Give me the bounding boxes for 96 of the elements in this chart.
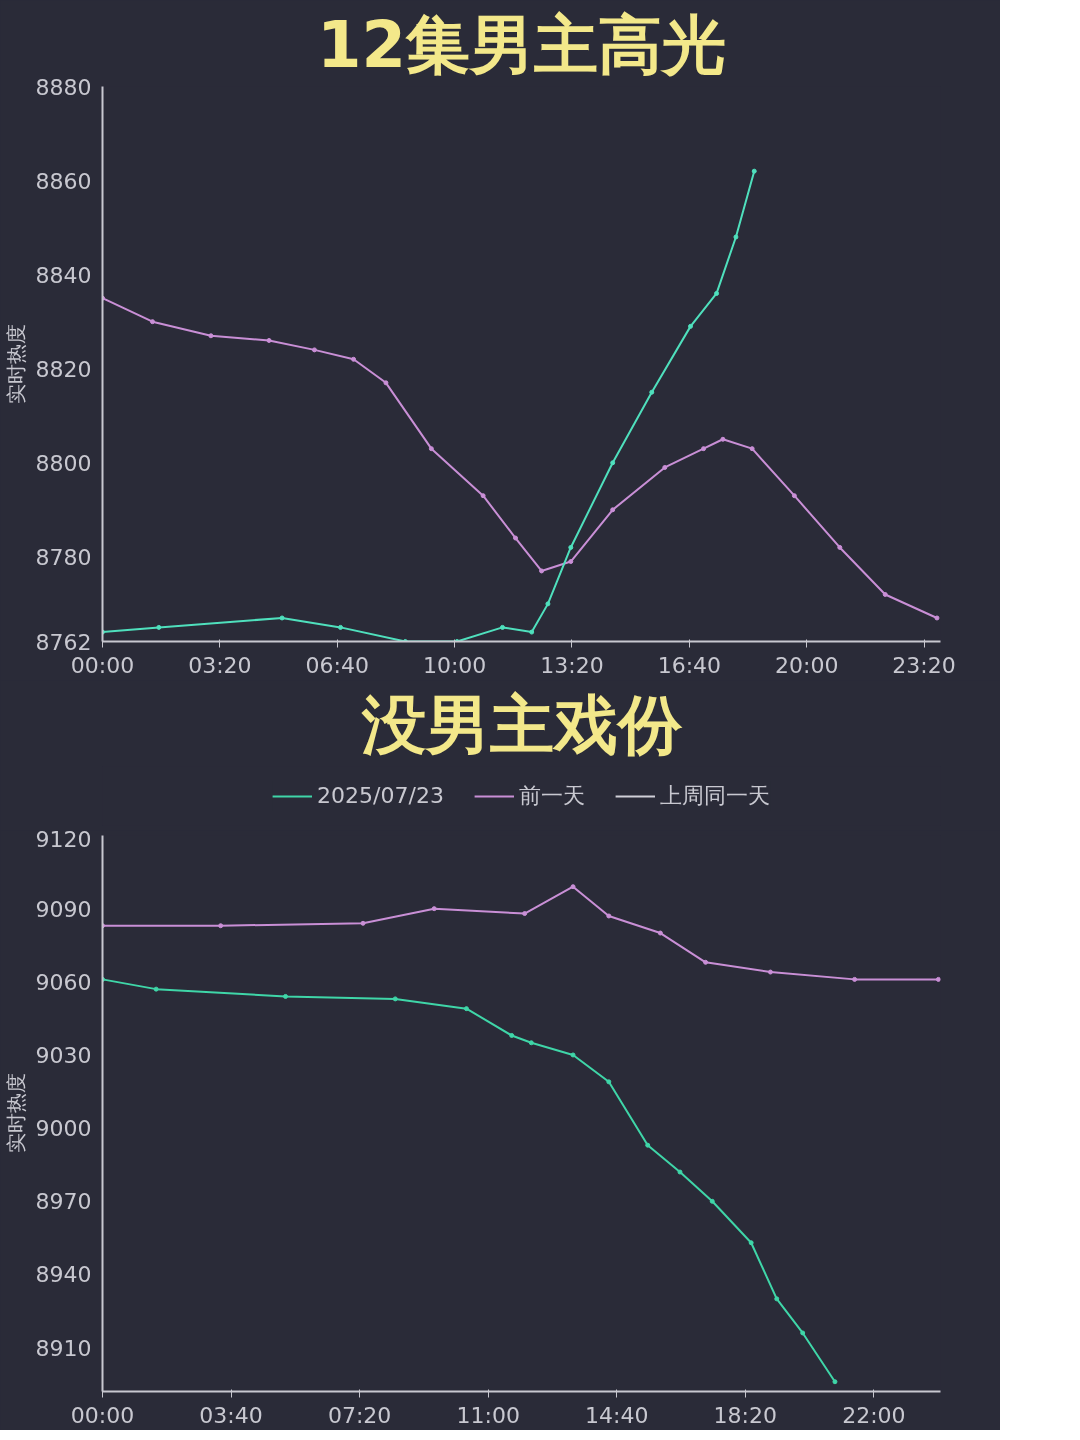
point	[150, 319, 155, 325]
point	[545, 601, 551, 607]
point	[568, 544, 574, 550]
point	[283, 993, 289, 999]
x-tick-label: 22:00	[842, 1402, 906, 1428]
legend-label: 前一天	[518, 781, 585, 810]
point	[279, 615, 285, 621]
point	[266, 337, 272, 343]
y-tick-label: 9060	[35, 969, 92, 995]
point	[360, 920, 366, 926]
point	[513, 535, 519, 541]
point	[733, 234, 739, 240]
y-tick-label: 8780	[35, 544, 92, 570]
point	[662, 464, 668, 470]
point	[338, 624, 344, 630]
x-tick-label: 11:00	[456, 1402, 520, 1428]
x-tick-label: 07:20	[327, 1402, 392, 1428]
x-tick-label: 03:40	[199, 1402, 263, 1428]
point	[208, 333, 214, 339]
point	[392, 996, 398, 1002]
point	[610, 507, 616, 513]
chart-title: 没男主戏份	[360, 687, 683, 762]
point	[499, 624, 505, 630]
point	[568, 559, 574, 565]
x-tick-label: 03:20	[188, 652, 252, 678]
y-tick-label: 8880	[35, 74, 92, 100]
point	[218, 923, 224, 929]
y-tick-label: 8940	[35, 1262, 92, 1288]
y-tick-label: 8840	[35, 262, 92, 288]
point	[767, 969, 773, 975]
point	[774, 1296, 780, 1302]
y-tick-label: 8800	[35, 450, 92, 476]
point	[480, 493, 486, 499]
x-tick-label: 16:40	[657, 652, 722, 678]
x-tick-label: 20:00	[775, 652, 839, 678]
point	[751, 168, 757, 174]
point	[570, 884, 576, 890]
y-tick-label: 8970	[35, 1189, 92, 1215]
y-tick-label: 9120	[35, 826, 92, 852]
point	[529, 629, 535, 635]
point	[935, 976, 941, 982]
y-tick-label: 8762	[35, 629, 92, 655]
point	[431, 906, 437, 912]
point	[509, 1032, 515, 1038]
legend-label: 上周同一天	[659, 781, 770, 810]
point	[645, 1142, 651, 1148]
point	[832, 1379, 838, 1385]
point	[852, 976, 858, 982]
point	[606, 913, 612, 919]
y-tick-label: 9030	[35, 1042, 92, 1068]
point	[539, 568, 545, 574]
point	[720, 436, 726, 442]
y-tick-label: 9000	[35, 1116, 92, 1142]
point	[156, 624, 162, 630]
point	[606, 1079, 612, 1085]
legend-label: 2025/07/23	[317, 783, 444, 808]
point	[701, 446, 707, 452]
point	[882, 591, 888, 597]
y-axis-title: 实时热度	[3, 1073, 28, 1154]
y-tick-label: 9090	[35, 896, 92, 922]
y-tick-label: 8910	[35, 1335, 92, 1361]
point	[153, 986, 159, 992]
point	[311, 347, 317, 353]
point	[610, 460, 616, 466]
point	[791, 493, 797, 499]
point	[709, 1198, 715, 1204]
x-tick-label: 00:00	[70, 1402, 135, 1428]
point	[428, 446, 434, 452]
point	[714, 290, 720, 296]
x-tick-label: 18:20	[713, 1402, 778, 1428]
point	[528, 1040, 534, 1046]
point	[351, 356, 357, 362]
point	[383, 380, 389, 386]
y-tick-label: 8860	[35, 168, 92, 194]
point	[934, 615, 940, 621]
point	[748, 1240, 754, 1246]
point	[837, 544, 843, 550]
point	[657, 930, 663, 936]
point	[570, 1052, 576, 1058]
x-tick-label: 10:00	[422, 652, 487, 678]
point	[703, 959, 709, 965]
y-axis-title: 实时热度	[3, 324, 28, 404]
x-tick-label: 13:20	[540, 652, 604, 678]
point	[688, 323, 694, 329]
x-tick-label: 06:40	[305, 652, 369, 678]
x-tick-label: 00:00	[70, 652, 135, 678]
chart-title: 12集男主高光	[316, 7, 727, 82]
point	[800, 1330, 806, 1336]
y-tick-label: 8820	[35, 356, 92, 382]
x-tick-label: 14:40	[585, 1402, 649, 1428]
point	[522, 911, 528, 917]
point	[649, 389, 655, 395]
x-tick-label: 23:20	[892, 652, 956, 678]
point	[749, 446, 755, 452]
point	[677, 1169, 683, 1175]
point	[463, 1006, 469, 1012]
